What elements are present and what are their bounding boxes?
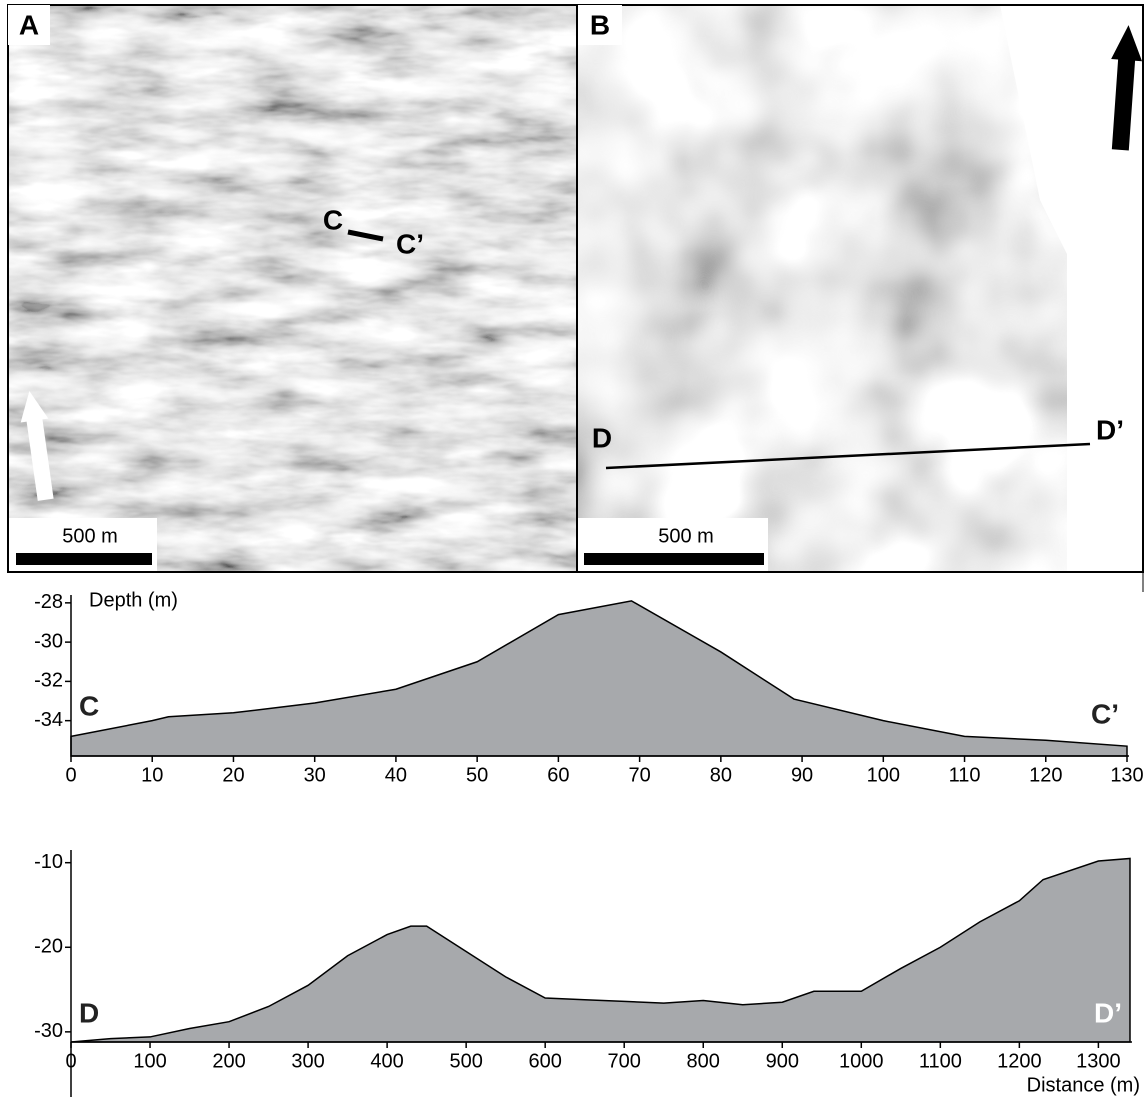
panel-label: A xyxy=(19,9,39,40)
x-tick-label: 130 xyxy=(1110,764,1143,786)
scale-label: 500 m xyxy=(658,525,714,547)
profile-end-label: D xyxy=(79,997,99,1028)
scale-bar xyxy=(584,553,764,565)
y-tick-label: -10 xyxy=(34,851,63,873)
profile-marker: C xyxy=(323,204,343,235)
x-tick-label: 100 xyxy=(133,1050,166,1072)
profile-marker: D’ xyxy=(1096,414,1124,445)
label-box xyxy=(578,5,622,45)
x-axis-label: Distance (m) xyxy=(1027,1074,1140,1096)
x-tick-label: 80 xyxy=(710,764,732,786)
profile-end-label: D’ xyxy=(1094,997,1122,1028)
y-tick-label: -30 xyxy=(34,1020,63,1042)
x-tick-label: 110 xyxy=(949,764,981,786)
x-tick-label: 800 xyxy=(687,1050,720,1072)
y-axis-label: Depth (m) xyxy=(89,589,178,611)
map-b-nodata xyxy=(1000,5,1143,572)
y-tick-label: -28 xyxy=(34,591,63,613)
label-box xyxy=(8,5,50,45)
map-a xyxy=(8,5,577,572)
scale-bar xyxy=(16,553,152,565)
profile-end-label: C’ xyxy=(1091,698,1119,729)
x-tick-label: 900 xyxy=(766,1050,799,1072)
north-arrow xyxy=(1111,25,1143,151)
x-tick-label: 120 xyxy=(1029,764,1062,786)
panel-label: B xyxy=(590,9,610,40)
x-tick-label: 600 xyxy=(528,1050,561,1072)
x-tick-label: 20 xyxy=(222,764,244,786)
x-tick-label: 100 xyxy=(867,764,900,786)
x-tick-label: 70 xyxy=(628,764,650,786)
profile-end-label: C xyxy=(79,690,99,721)
x-tick-label: 0 xyxy=(65,764,76,786)
scale-label: 500 m xyxy=(62,525,118,547)
y-tick-label: -30 xyxy=(34,630,63,652)
north-arrow xyxy=(20,390,54,501)
panel-frame xyxy=(7,4,1144,573)
x-tick-label: 1100 xyxy=(919,1050,962,1072)
x-tick-label: 50 xyxy=(466,764,488,786)
x-tick-label: 400 xyxy=(370,1050,403,1072)
profile-area xyxy=(70,600,1128,757)
y-tick-label: -32 xyxy=(34,670,63,692)
profile-line xyxy=(605,442,1091,470)
x-tick-label: 60 xyxy=(547,764,569,786)
x-tick-label: 1300 xyxy=(1076,1050,1121,1072)
x-tick-label: 1200 xyxy=(997,1050,1042,1072)
x-tick-label: 10 xyxy=(141,764,163,786)
x-tick-label: 0 xyxy=(65,1050,76,1072)
profile-line xyxy=(347,229,384,242)
x-tick-label: 300 xyxy=(291,1050,324,1072)
x-tick-label: 500 xyxy=(449,1050,482,1072)
x-tick-label: 200 xyxy=(212,1050,245,1072)
map-b xyxy=(577,5,1067,572)
profile-area xyxy=(70,857,1131,1043)
x-tick-label: 1000 xyxy=(839,1050,884,1072)
profile-marker: D xyxy=(592,422,612,453)
y-tick-label: -20 xyxy=(34,936,63,958)
y-tick-label: -34 xyxy=(34,709,63,731)
x-tick-label: 700 xyxy=(608,1050,641,1072)
x-tick-label: 40 xyxy=(385,764,407,786)
x-tick-label: 90 xyxy=(791,764,813,786)
profile-marker: C’ xyxy=(396,228,424,259)
x-tick-label: 30 xyxy=(304,764,326,786)
